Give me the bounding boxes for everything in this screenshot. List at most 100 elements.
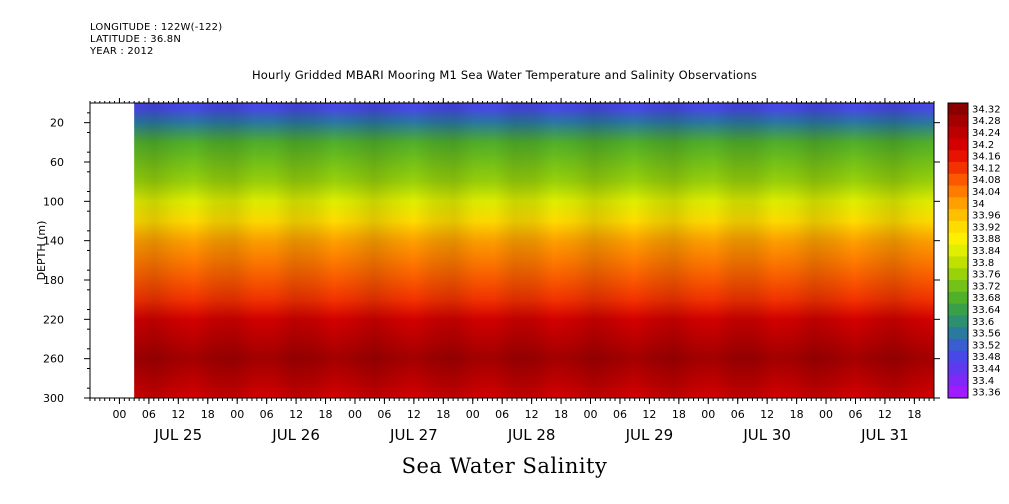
colorbar-label: 34 [972,199,985,210]
x-tick-label: 06 [495,408,509,421]
plot-area [89,102,935,399]
colorbar-swatch [948,386,968,399]
y-tick-label: 140 [43,235,64,248]
bottom-title: Sea Water Salinity [401,454,608,478]
x-tick-label: 06 [377,408,391,421]
y-tick-label: 260 [43,353,64,366]
x-tick-label: 18 [790,408,804,421]
colorbar-swatch [948,291,968,305]
latitude-label: LATITUDE : 36.8N [90,34,182,45]
colorbar-swatch [948,374,968,387]
colorbar-label: 34.04 [972,187,1001,198]
y-tick-label: 220 [43,313,64,326]
colorbar-label: 34.12 [972,163,1001,174]
colorbar-swatch [948,197,968,210]
y-axis-label: DEPTH (m) [35,221,48,281]
x-tick-label: 00 [466,408,480,421]
colorbar-label: 33.72 [972,281,1001,292]
x-tick-label: 12 [760,408,774,421]
colorbar-label: 34.28 [972,116,1001,127]
colorbar-swatch [948,209,968,222]
x-tick-label: 12 [171,408,185,421]
colorbar-swatch [948,221,968,234]
colorbar-swatch [948,138,968,151]
salinity-variability [134,103,935,398]
colorbar-label: 33.8 [972,258,994,269]
x-day-label: JUL 31 [860,426,909,444]
colorbar-label: 33.6 [972,317,994,328]
colorbar-label: 33.64 [972,305,1001,316]
x-tick-label: 00 [584,408,598,421]
colorbar-label: 33.36 [972,388,1001,399]
colorbar-swatch [948,185,968,198]
colorbar-swatch [948,150,968,163]
colorbar-swatch [948,256,968,269]
x-tick-label: 06 [731,408,745,421]
colorbar-label: 33.48 [972,352,1001,363]
year-label: YEAR : 2012 [90,46,154,57]
y-tick-label: 180 [43,274,64,287]
x-tick-label: 06 [848,408,862,421]
x-tick-label: 18 [201,408,215,421]
colorbar-swatch [948,126,968,139]
colorbar-label: 33.88 [972,234,1001,245]
x-tick-label: 00 [230,408,244,421]
colorbar-label: 33.44 [972,364,1001,375]
colorbar-swatch [948,315,968,328]
colorbar-swatch [948,280,968,293]
colorbar-label: 33.56 [972,329,1001,340]
colorbar-swatch [948,173,968,187]
colorbar-swatch [948,362,968,375]
colorbar-frame [947,102,969,399]
colorbar-label: 33.68 [972,293,1001,304]
colorbar-swatch [948,114,968,128]
x-tick-label: 18 [319,408,333,421]
colorbar: 34.3234.2834.2434.234.1634.1234.0834.043… [947,102,1001,399]
x-tick-label: 06 [613,408,627,421]
x-tick-label: 18 [672,408,686,421]
colorbar-swatch [948,103,968,116]
axes: 20 60 100 140 180 220 260 300 00 06 12 18 00 06 12 18 00… [43,98,940,444]
x-tick-label: 18 [554,408,568,421]
x-tick-label: 12 [878,408,892,421]
x-tick-label: 12 [407,408,421,421]
x-tick-label: 00 [819,408,833,421]
x-day-label: JUL 30 [742,426,791,444]
x-day-label: JUL 28 [507,426,556,444]
colorbar-swatch [948,268,968,281]
y-tick-label: 300 [43,392,64,405]
x-tick-label: 12 [642,408,656,421]
colorbar-swatch [948,303,968,316]
plot-title: Hourly Gridded MBARI Mooring M1 Sea Wate… [251,68,758,82]
x-day-label: JUL 26 [271,426,320,444]
y-tick-label: 20 [50,117,64,130]
colorbar-label: 33.92 [972,222,1001,233]
colorbar-label: 33.96 [972,211,1001,222]
colorbar-label: 34.08 [972,175,1001,186]
colorbar-label: 33.4 [972,376,994,387]
x-tick-label: 18 [907,408,921,421]
metadata-block: LONGITUDE : 122W(-122) LATITUDE : 36.8N … [90,22,222,58]
x-tick-label: 12 [289,408,303,421]
x-tick-label: 12 [525,408,539,421]
colorbar-swatch [948,339,968,352]
colorbar-label: 33.52 [972,340,1001,351]
colorbar-label: 34.32 [972,104,1001,115]
x-tick-label: 00 [701,408,715,421]
colorbar-label: 34.24 [972,128,1001,139]
colorbar-swatch [948,244,968,257]
x-tick-label: 06 [260,408,274,421]
colorbar-swatch [948,327,968,340]
colorbar-label: 33.84 [972,246,1001,257]
x-day-label: JUL 29 [625,426,674,444]
x-tick-label: 18 [436,408,450,421]
x-day-label: JUL 27 [389,426,438,444]
x-tick-label: 06 [142,408,156,421]
y-tick-label: 100 [43,195,64,208]
x-tick-label: 00 [112,408,126,421]
colorbar-label: 34.2 [972,140,994,151]
colorbar-label: 34.16 [972,152,1001,163]
y-tick-label: 60 [50,156,64,169]
no-data-region [90,103,135,398]
